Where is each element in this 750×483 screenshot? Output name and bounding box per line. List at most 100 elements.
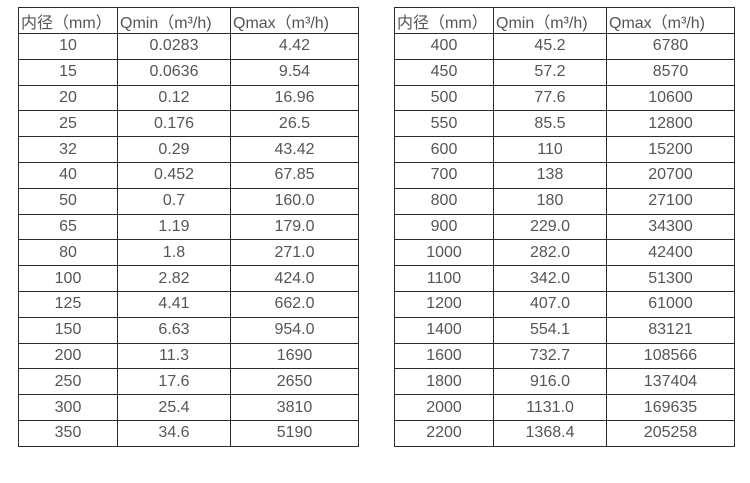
table-cell: 1400: [394, 316, 494, 344]
table-cell: 32: [18, 136, 118, 163]
table-cell: 179.0: [230, 213, 359, 241]
table-cell: 6.63: [117, 316, 231, 344]
header-cell-qmin: Qmin（m³/h): [117, 7, 231, 34]
table-body: 10 0.0283 4.42 15 0.0636 9.54 20 0.12 16.96 25 0.1…: [18, 33, 359, 447]
table-cell: 1100: [394, 265, 494, 292]
table-row: 1400 554.1 83121: [394, 316, 735, 344]
table-cell: 26.5: [230, 110, 359, 138]
table-row: 100 2.82 424.0: [18, 265, 359, 292]
table-cell: 500: [394, 84, 494, 112]
table-cell: 180: [493, 187, 607, 215]
flow-spec-tables: 内径（mm） Qmin（m³/h) Qmax（m³/h) 10 0.0283 4.4…: [18, 7, 735, 447]
table-cell: 2200: [394, 419, 494, 447]
table-cell: 800: [394, 187, 494, 215]
table-row: 50 0.7 160.0: [18, 187, 359, 215]
table-cell: 1800: [394, 368, 494, 396]
table-row: 1100 342.0 51300: [394, 265, 735, 292]
table-cell: 600: [394, 136, 494, 163]
table-cell: 400: [394, 33, 494, 60]
table-cell: 700: [394, 161, 494, 189]
header-cell-qmax: Qmax（m³/h): [230, 7, 359, 34]
table-cell: 57.2: [493, 58, 607, 86]
table-cell: 200: [18, 342, 118, 370]
table-cell: 954.0: [230, 316, 359, 344]
table-cell: 2.82: [117, 265, 231, 292]
table-cell: 2000: [394, 394, 494, 421]
table-cell: 40: [18, 161, 118, 189]
table-cell: 4.42: [230, 33, 359, 60]
table-cell: 85.5: [493, 110, 607, 138]
table-cell: 110: [493, 136, 607, 163]
table-cell: 450: [394, 58, 494, 86]
table-cell: 1690: [230, 342, 359, 370]
table-cell: 150: [18, 316, 118, 344]
header-cell-diameter: 内径（mm）: [18, 7, 118, 34]
table-cell: 138: [493, 161, 607, 189]
table-cell: 4.41: [117, 290, 231, 318]
header-cell-qmin: Qmin（m³/h): [493, 7, 607, 34]
table-row: 2000 1131.0 169635: [394, 394, 735, 421]
table-row: 125 4.41 662.0: [18, 290, 359, 318]
table-cell: 16.96: [230, 84, 359, 112]
table-cell: 1368.4: [493, 419, 607, 447]
table-cell: 77.6: [493, 84, 607, 112]
table-cell: 83121: [606, 316, 735, 344]
table-cell: 34300: [606, 213, 735, 241]
table-cell: 407.0: [493, 290, 607, 318]
table-cell: 550: [394, 110, 494, 138]
table-cell: 10600: [606, 84, 735, 112]
table-row: 400 45.2 6780: [394, 33, 735, 60]
table-cell: 17.6: [117, 368, 231, 396]
table-row: 450 57.2 8570: [394, 58, 735, 86]
flow-table-large-diameters: 内径（mm） Qmin（m³/h) Qmax（m³/h) 400 45.2 6780…: [394, 7, 735, 447]
table-cell: 11.3: [117, 342, 231, 370]
table-row: 1200 407.0 61000: [394, 290, 735, 318]
header-row: 内径（mm） Qmin（m³/h) Qmax（m³/h): [18, 7, 359, 34]
header-cell-qmax: Qmax（m³/h): [606, 7, 735, 34]
table-cell: 300: [18, 394, 118, 421]
table-cell: 15: [18, 58, 118, 86]
table-cell: 1600: [394, 342, 494, 370]
table-row: 1600 732.7 108566: [394, 342, 735, 370]
table-row: 700 138 20700: [394, 161, 735, 189]
table-cell: 61000: [606, 290, 735, 318]
table-cell: 205258: [606, 419, 735, 447]
table-row: 1000 282.0 42400: [394, 239, 735, 267]
table-cell: 1200: [394, 290, 494, 318]
table-cell: 10: [18, 33, 118, 60]
table-cell: 67.85: [230, 161, 359, 189]
table-cell: 271.0: [230, 239, 359, 267]
table-cell: 27100: [606, 187, 735, 215]
table-cell: 108566: [606, 342, 735, 370]
table-row: 65 1.19 179.0: [18, 213, 359, 241]
table-cell: 662.0: [230, 290, 359, 318]
flow-table-small-diameters: 内径（mm） Qmin（m³/h) Qmax（m³/h) 10 0.0283 4.4…: [18, 7, 359, 447]
table-cell: 282.0: [493, 239, 607, 267]
table-row: 550 85.5 12800: [394, 110, 735, 138]
table-cell: 34.6: [117, 419, 231, 447]
table-body: 400 45.2 6780 450 57.2 8570 500 77.6 10600 550 85.…: [394, 33, 735, 447]
table-row: 15 0.0636 9.54: [18, 58, 359, 86]
table-cell: 0.176: [117, 110, 231, 138]
table-cell: 0.452: [117, 161, 231, 189]
table-cell: 900: [394, 213, 494, 241]
table-row: 2200 1368.4 205258: [394, 419, 735, 447]
table-cell: 9.54: [230, 58, 359, 86]
table-cell: 350: [18, 419, 118, 447]
table-cell: 42400: [606, 239, 735, 267]
table-cell: 51300: [606, 265, 735, 292]
table-cell: 424.0: [230, 265, 359, 292]
table-cell: 20: [18, 84, 118, 112]
table-cell: 137404: [606, 368, 735, 396]
table-row: 250 17.6 2650: [18, 368, 359, 396]
table-cell: 43.42: [230, 136, 359, 163]
table-cell: 65: [18, 213, 118, 241]
table-cell: 25: [18, 110, 118, 138]
table-row: 40 0.452 67.85: [18, 161, 359, 189]
table-row: 900 229.0 34300: [394, 213, 735, 241]
table-cell: 554.1: [493, 316, 607, 344]
table-cell: 45.2: [493, 33, 607, 60]
table-cell: 6780: [606, 33, 735, 60]
table-row: 10 0.0283 4.42: [18, 33, 359, 60]
table-cell: 80: [18, 239, 118, 267]
